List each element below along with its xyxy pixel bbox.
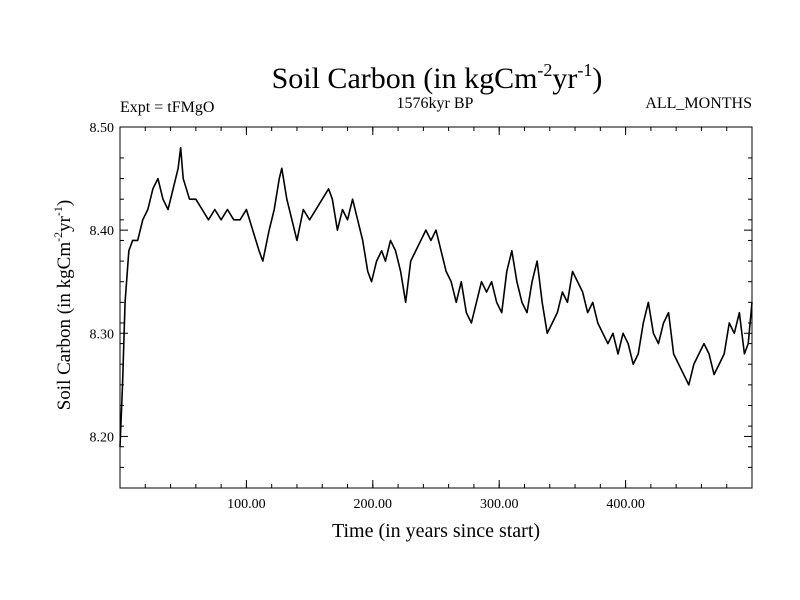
y-tick-label: 8.50 bbox=[90, 121, 115, 136]
subtitle-center: 1576kyr BP bbox=[397, 95, 474, 112]
chart-title-mid: yr bbox=[552, 62, 577, 95]
y-axis-label-sup2: -1 bbox=[51, 206, 65, 216]
x-tick-label: 300.00 bbox=[480, 497, 519, 512]
series-group bbox=[119, 146, 753, 447]
chart-title-sup2: -1 bbox=[577, 60, 592, 80]
chart-title-end: ) bbox=[592, 62, 602, 95]
y-axis-label: Soil Carbon (in kgCm-2yr-1) bbox=[51, 200, 75, 411]
y-axis-label-main: Soil Carbon (in kgCm bbox=[54, 242, 75, 411]
y-tick-label: 8.20 bbox=[90, 430, 115, 445]
y-axis-label-mid: yr bbox=[54, 215, 75, 232]
minor-ticks bbox=[120, 127, 752, 488]
x-tick-label: 200.00 bbox=[354, 497, 393, 512]
x-axis-label: Time (in years since start) bbox=[332, 520, 540, 542]
chart-title-main: Soil Carbon (in kgCm bbox=[272, 62, 538, 95]
series-line bbox=[119, 146, 753, 447]
y-tick-label: 8.40 bbox=[90, 224, 115, 239]
y-tick-label: 8.30 bbox=[90, 327, 115, 342]
y-axis-label-end: ) bbox=[54, 200, 75, 206]
x-tick-label: 400.00 bbox=[606, 497, 645, 512]
chart-title-sup1: -2 bbox=[537, 60, 552, 80]
chart-title: Soil Carbon (in kgCm-2yr-1) bbox=[272, 60, 603, 95]
x-tick-label: 100.00 bbox=[227, 497, 266, 512]
subtitle-left: Expt = tFMgO bbox=[120, 99, 214, 116]
plot-frame bbox=[119, 126, 753, 489]
x-axis-ticks: 100.00 200.00 300.00 400.00 bbox=[227, 127, 645, 512]
y-axis-ticks: 8.20 8.30 8.40 8.50 bbox=[90, 121, 752, 445]
y-axis-label-sup1: -2 bbox=[51, 232, 65, 242]
subtitle-right: ALL_MONTHS bbox=[645, 95, 752, 112]
